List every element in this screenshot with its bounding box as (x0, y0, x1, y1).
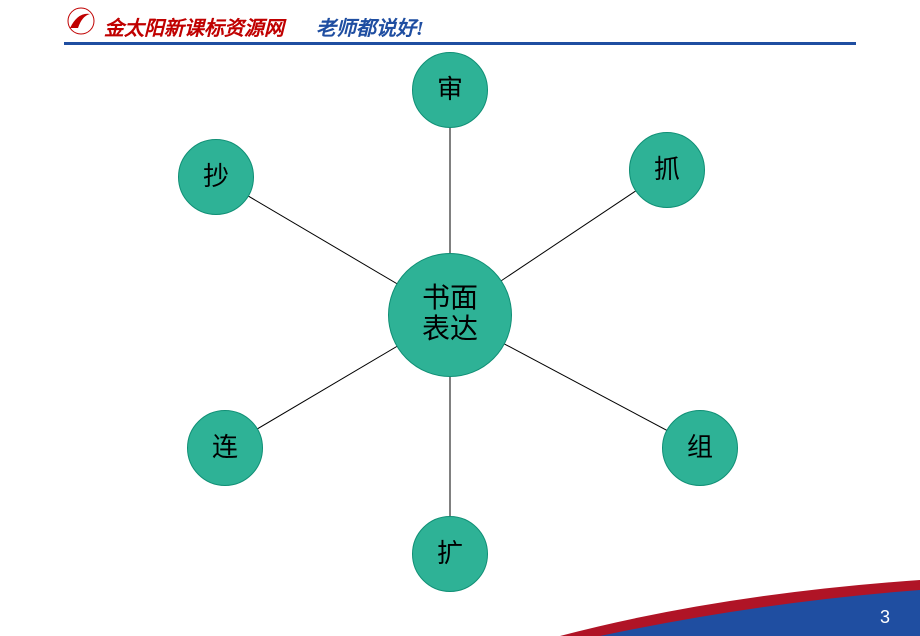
node-zu: 组 (662, 410, 738, 486)
page-number: 3 (880, 607, 890, 628)
node-chao: 抄 (178, 139, 254, 215)
footer-swoosh (0, 576, 920, 636)
node-center: 书面 表达 (388, 253, 512, 377)
node-shen: 审 (412, 52, 488, 128)
node-zhua: 抓 (629, 132, 705, 208)
node-lian: 连 (187, 410, 263, 486)
